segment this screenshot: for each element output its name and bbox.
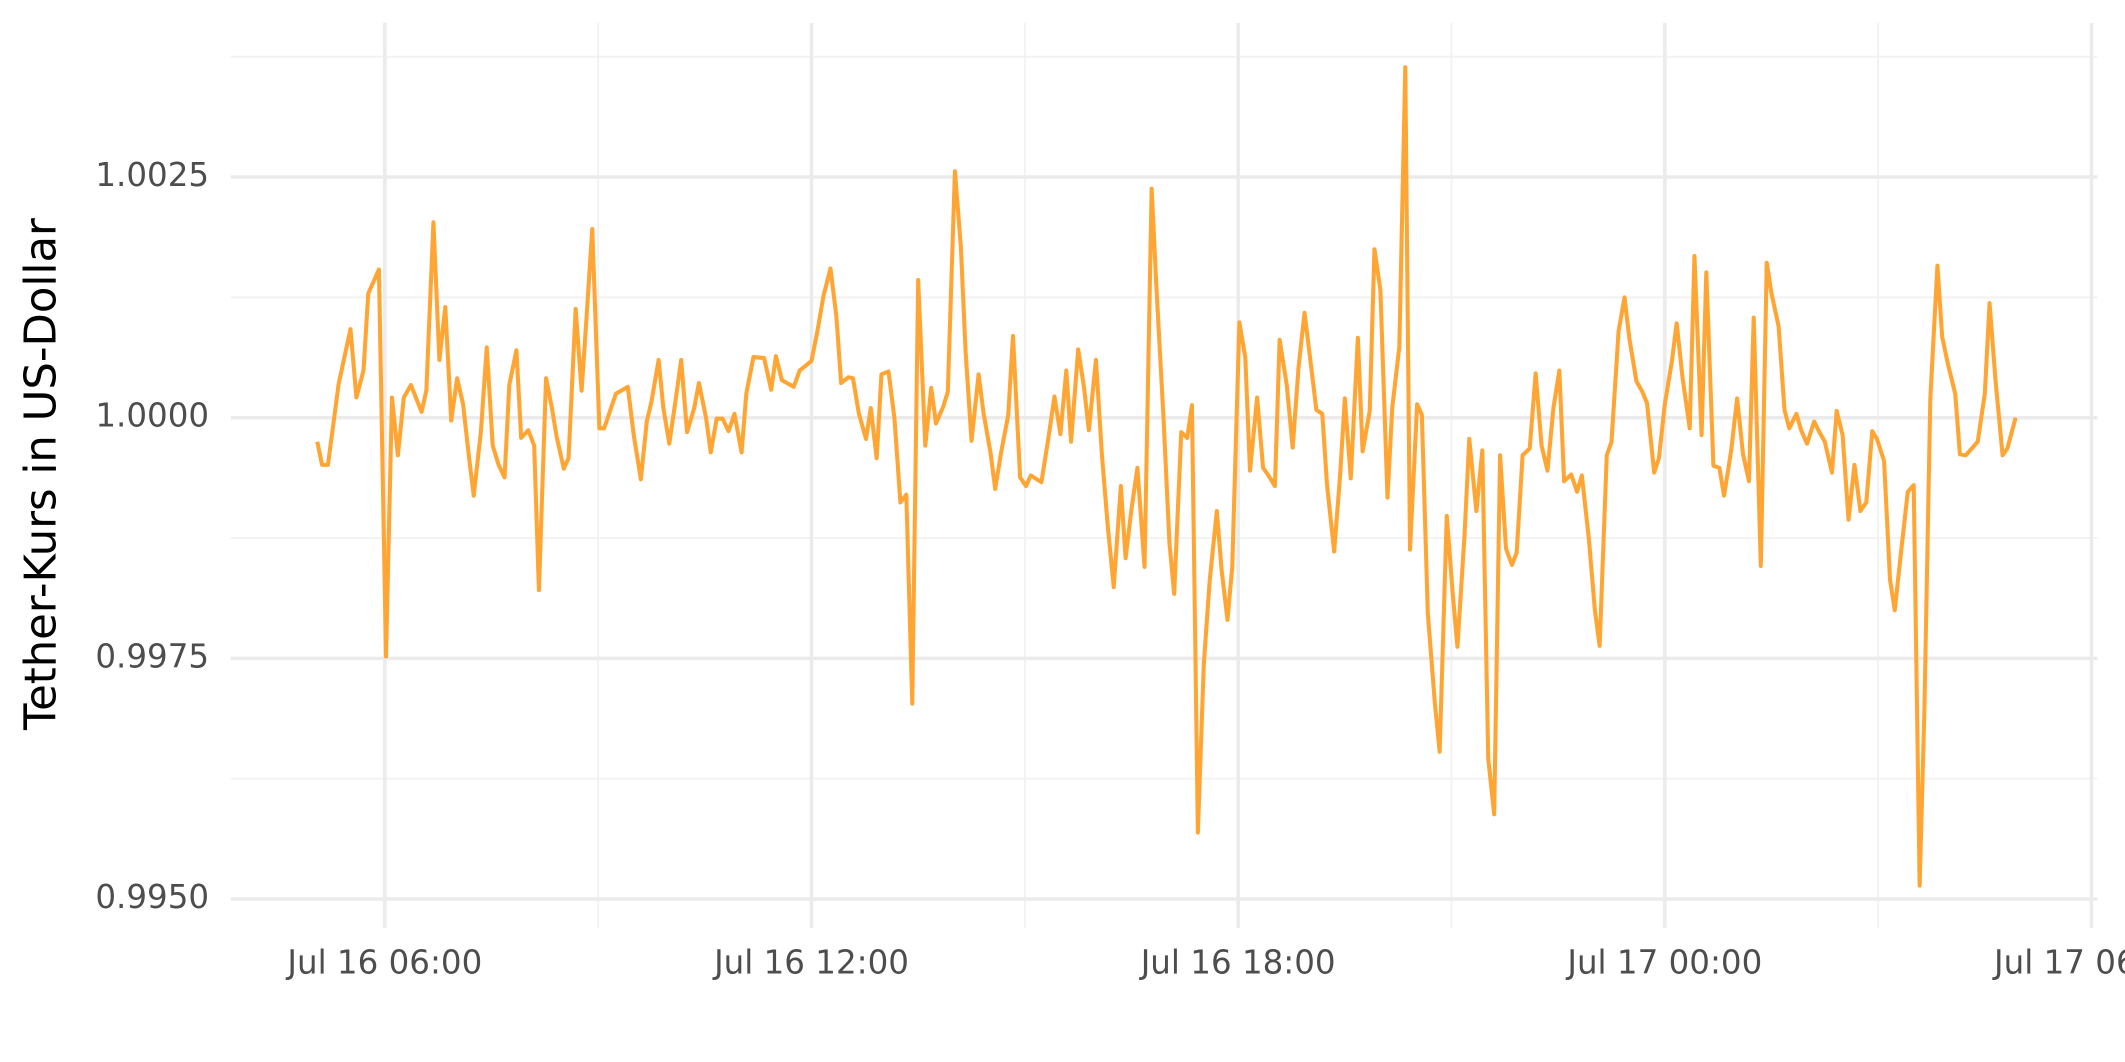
x-tick-label: Jul 16 18:00 bbox=[1139, 943, 1336, 981]
y-axis-title: Tether-Kurs in US-Dollar bbox=[16, 218, 66, 731]
x-tick-label: Jul 17 00:00 bbox=[1565, 943, 1762, 981]
y-tick-label: 0.9950 bbox=[95, 878, 209, 916]
y-tick-label: 1.0025 bbox=[95, 156, 209, 194]
y-tick-label: 0.9975 bbox=[95, 637, 209, 675]
x-tick-label: Jul 16 12:00 bbox=[712, 943, 909, 981]
x-tick-label: Jul 17 06:00 bbox=[1992, 943, 2125, 981]
y-tick-label: 1.0000 bbox=[95, 397, 209, 435]
grid bbox=[230, 23, 2098, 928]
price-line bbox=[315, 65, 2018, 888]
x-tick-label: Jul 16 06:00 bbox=[285, 943, 482, 981]
plot-area bbox=[315, 65, 2018, 888]
